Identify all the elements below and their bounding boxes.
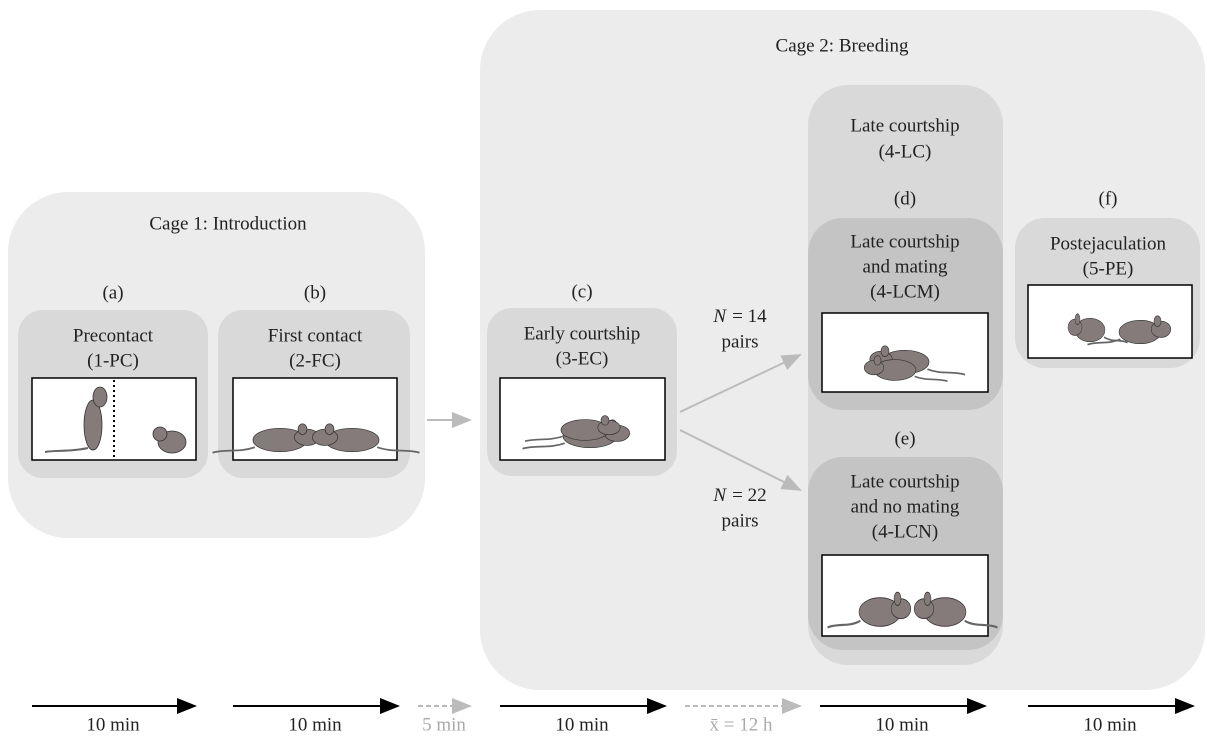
branch-count: N= 14 xyxy=(712,306,767,327)
stage-name: Late courtship xyxy=(850,115,959,136)
stage-line: and no mating xyxy=(851,496,960,517)
stage-code: (3-EC) xyxy=(556,348,609,369)
stage-code: (5-PE) xyxy=(1083,258,1134,279)
value: = 14 xyxy=(732,306,767,327)
stage-line: (4-LCN) xyxy=(872,521,938,542)
timeline: 10 min 10 min 5 min 10 min x̄ = 12 h 10 … xyxy=(32,706,1193,735)
cage-title: Cage 1: Introduction xyxy=(149,213,307,234)
stage-line: (4-LCM) xyxy=(870,281,940,302)
branch-unit: pairs xyxy=(722,510,759,531)
duration: 10 min xyxy=(555,714,609,735)
cage-title: Cage 2: Breeding xyxy=(776,35,909,56)
duration: 10 min xyxy=(1083,714,1137,735)
stage-name: Postejaculation xyxy=(1050,233,1167,254)
stage-name: First contact xyxy=(268,325,363,346)
stage-letter: (a) xyxy=(102,282,123,303)
stage-line: and mating xyxy=(863,256,948,277)
variable: N xyxy=(712,485,727,506)
stage-letter: (f) xyxy=(1099,188,1118,209)
duration: 10 min xyxy=(875,714,929,735)
stage-line: Late courtship xyxy=(850,471,959,492)
stage-code: (4-LC) xyxy=(879,141,932,162)
stage-letter: (b) xyxy=(304,282,326,303)
stage-line: Late courtship xyxy=(850,231,959,252)
stage-code: (2-FC) xyxy=(289,350,341,371)
value: = 22 xyxy=(732,485,766,506)
diagram: Cage 1: Introduction (a) Precontact (1-P… xyxy=(0,0,1207,736)
duration: 5 min xyxy=(422,714,466,735)
variable: N xyxy=(712,306,727,327)
duration: 10 min xyxy=(86,714,140,735)
stage-image xyxy=(1028,285,1192,358)
stage-letter: (d) xyxy=(894,188,916,209)
duration: 10 min xyxy=(288,714,342,735)
stage-name: Precontact xyxy=(73,325,154,346)
branch-count: N= 22 xyxy=(712,485,766,506)
stage-letter: (e) xyxy=(894,428,915,449)
duration: x̄ = 12 h xyxy=(710,714,773,735)
branch-unit: pairs xyxy=(722,331,759,352)
stage-name: Early courtship xyxy=(524,323,641,344)
stage-code: (1-PC) xyxy=(87,350,139,371)
stage-letter: (c) xyxy=(571,281,592,302)
